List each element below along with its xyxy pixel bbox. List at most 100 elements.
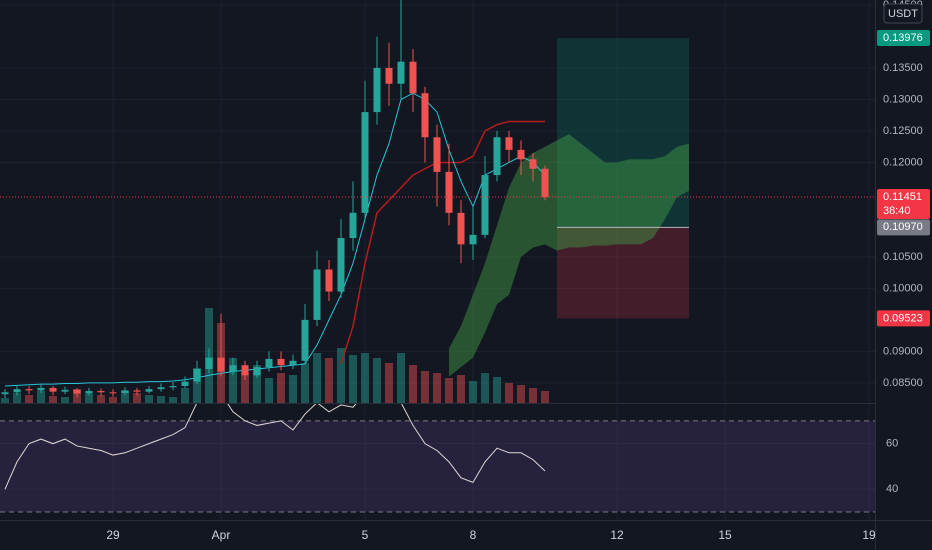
axes: 0.145000.135000.130000.125000.120000.105…	[106, 0, 930, 542]
y-tick-label: 0.08500	[883, 377, 923, 389]
volume-bar	[493, 377, 501, 403]
volume-bar	[133, 393, 141, 403]
y-tick-label: 0.12500	[883, 125, 923, 137]
candle-body	[49, 387, 57, 392]
volume-bar	[301, 363, 309, 403]
price-tag-countdown: 38:40	[883, 205, 911, 217]
volume-bar	[121, 391, 129, 403]
x-tick-label: 19	[862, 528, 876, 542]
candle-body	[433, 137, 441, 172]
candle-body	[517, 149, 525, 160]
candle-body	[133, 390, 141, 392]
volume-bar	[481, 373, 489, 403]
candle-body	[61, 389, 69, 392]
y-tick-label: 0.12000	[883, 156, 923, 168]
volume-bar	[193, 368, 201, 403]
rsi-band-fill	[0, 420, 875, 513]
cloud	[449, 134, 689, 377]
y-tick-label: 0.13000	[883, 93, 923, 105]
candle-body	[157, 387, 165, 390]
candle-body	[1, 392, 9, 395]
volume-bar	[529, 388, 537, 403]
volume-bar	[145, 395, 153, 403]
y-tick-label: 0.09000	[883, 345, 923, 357]
volume-bar	[433, 373, 441, 403]
candle-body	[409, 61, 417, 94]
price-tag	[877, 189, 930, 220]
volume-bar	[109, 397, 117, 403]
candle-body	[421, 93, 429, 138]
candle-body	[85, 391, 93, 394]
price-tag-label: 0.13976	[883, 32, 923, 44]
volume-bar	[517, 385, 525, 403]
rsi-tick-label: 60	[886, 438, 898, 450]
candle-body	[205, 357, 213, 369]
y-tick-label: 0.13500	[883, 62, 923, 74]
candle-body	[217, 357, 225, 372]
candle-body	[37, 387, 45, 391]
price-tag-label: 0.10970	[883, 221, 923, 233]
candle-body	[253, 367, 261, 376]
candle-body	[445, 171, 453, 213]
y-tick-label: 0.10500	[883, 251, 923, 263]
volume-bar	[253, 365, 261, 403]
price-tag	[877, 219, 930, 236]
volume-bar	[277, 373, 285, 403]
volume-bar	[37, 391, 45, 403]
currency-box	[883, 3, 923, 24]
volume-bar	[61, 397, 69, 403]
volume-bar	[265, 378, 273, 403]
volume-bar	[421, 371, 429, 403]
rsi-tick-label: 40	[886, 483, 898, 495]
volume-bar	[505, 383, 513, 403]
candle-body	[97, 391, 105, 393]
candle-body	[265, 358, 273, 368]
baseline-line	[340, 120, 545, 365]
x-tick-label: 8	[470, 528, 477, 542]
volume-bar	[25, 395, 33, 403]
volume-bar	[445, 378, 453, 403]
volume-bar	[1, 398, 9, 403]
currency-label: USDT	[888, 8, 918, 20]
x-tick-label: 29	[106, 528, 120, 542]
volume-bar	[457, 375, 465, 403]
volume-bar	[169, 397, 177, 403]
candle-body	[469, 234, 477, 245]
volume-bar	[349, 355, 357, 403]
candle-body	[493, 137, 501, 176]
candle-body	[505, 137, 513, 150]
x-tick-label: Apr	[212, 528, 231, 542]
candle-body	[361, 112, 369, 213]
candle-body	[301, 319, 309, 361]
volume-bar	[325, 358, 333, 403]
rsi-line	[4, 404, 546, 490]
candle-body	[397, 61, 405, 84]
candle-body	[313, 269, 321, 320]
candle-body	[13, 389, 21, 393]
candle-body	[529, 159, 537, 169]
x-tick-label: 5	[362, 528, 369, 542]
candle-body	[241, 365, 249, 376]
volume-bar	[97, 395, 105, 403]
volume-bar	[361, 353, 369, 403]
price-tag	[877, 30, 930, 47]
volume-bar	[229, 358, 237, 403]
candle-body	[229, 365, 237, 372]
volume-bar	[13, 393, 21, 403]
candle-body	[25, 389, 33, 391]
volume-bar	[313, 353, 321, 403]
x-tick-label: 12	[610, 528, 624, 542]
volume-bar	[337, 348, 345, 403]
volume-bar	[181, 388, 189, 403]
volume-bar	[373, 358, 381, 403]
volume-bar	[157, 396, 165, 403]
candle-body	[289, 360, 297, 366]
volume-bar	[289, 375, 297, 403]
x-tick-label: 15	[718, 528, 732, 542]
candle-body	[481, 175, 489, 235]
volume-bar	[241, 373, 249, 403]
volume-bar	[469, 381, 477, 403]
grid	[0, 0, 875, 520]
